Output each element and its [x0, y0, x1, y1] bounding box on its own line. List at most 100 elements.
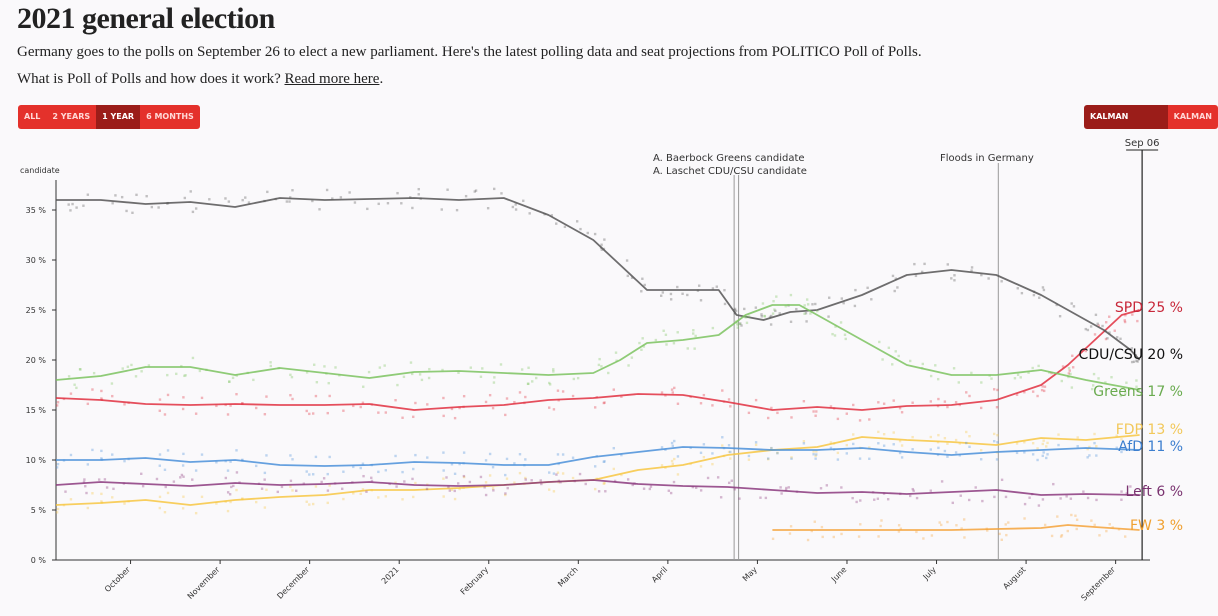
series-end-label: Left 6 % — [1126, 484, 1183, 500]
poll-point — [642, 487, 646, 490]
poll-point — [578, 472, 582, 476]
poll-point — [450, 407, 454, 411]
poll-point — [228, 380, 231, 383]
poll-point — [815, 410, 818, 413]
poll-point — [548, 406, 551, 409]
poll-point — [911, 401, 914, 404]
poll-point — [479, 375, 483, 378]
poll-point — [158, 495, 162, 499]
poll-point — [769, 323, 773, 326]
poll-point — [1061, 365, 1065, 368]
poll-point — [778, 312, 781, 315]
poll-point — [352, 492, 355, 495]
poll-point — [1045, 445, 1048, 448]
poll-point — [514, 208, 518, 211]
poll-point — [366, 207, 369, 211]
poll-point — [923, 262, 926, 266]
poll-point — [840, 486, 843, 489]
poll-point — [86, 402, 90, 406]
poll-point — [1041, 442, 1044, 446]
poll-point — [571, 456, 575, 459]
poll-point — [121, 367, 124, 370]
poll-point — [745, 316, 748, 319]
kalman-smooth-button[interactable]: KALMAN SMOOTH — [1084, 105, 1168, 129]
poll-point — [1036, 458, 1039, 462]
poll-point — [597, 363, 601, 367]
poll-point — [323, 365, 326, 368]
poll-point — [1086, 456, 1089, 459]
poll-point — [840, 532, 843, 536]
poll-point — [1060, 534, 1064, 537]
poll-point — [1082, 490, 1085, 493]
poll-point — [427, 376, 431, 380]
poll-point — [723, 302, 727, 306]
poll-point — [784, 305, 787, 308]
poll-point — [412, 415, 415, 419]
poll-point — [181, 464, 185, 467]
poll-point — [288, 196, 292, 199]
poll-point — [1027, 371, 1030, 374]
range-6-months-button[interactable]: 6 MONTHS — [140, 105, 200, 129]
poll-point — [291, 489, 294, 492]
poll-point — [308, 412, 311, 416]
poll-point — [111, 453, 114, 456]
poll-point — [513, 481, 516, 484]
read-more-link[interactable]: Read more here — [284, 71, 380, 87]
poll-point — [729, 405, 732, 408]
poll-point — [513, 462, 516, 465]
range-1-year-button[interactable]: 1 YEAR — [96, 105, 141, 129]
poll-point — [224, 197, 227, 200]
poll-point — [897, 354, 900, 358]
poll-point — [1023, 451, 1026, 454]
poll-point — [328, 484, 331, 487]
poll-point — [166, 393, 170, 397]
poll-point — [457, 371, 460, 374]
poll-point — [641, 277, 644, 280]
poll-point — [946, 520, 949, 524]
poll-point — [702, 443, 706, 446]
poll-point — [155, 477, 159, 481]
poll-point — [1071, 354, 1074, 357]
poll-point — [524, 458, 527, 461]
poll-point — [105, 486, 109, 489]
range-2-years-button[interactable]: 2 YEARS — [46, 105, 97, 129]
poll-point — [832, 535, 835, 539]
poll-point — [671, 444, 675, 448]
poll-point — [673, 439, 676, 443]
poll-point — [377, 496, 380, 499]
poll-point — [1013, 377, 1017, 380]
poll-point — [845, 412, 849, 415]
poll-point — [158, 398, 162, 401]
poll-point — [1070, 513, 1073, 517]
poll-point — [114, 194, 117, 197]
poll-point — [987, 277, 990, 280]
poll-point — [770, 447, 773, 450]
poll-point — [556, 389, 560, 392]
poll-point — [534, 376, 538, 380]
poll-point — [1015, 393, 1019, 397]
poll-point — [630, 356, 634, 359]
poll-point — [1115, 434, 1118, 437]
range-all-button[interactable]: ALL — [18, 105, 47, 129]
poll-point — [86, 193, 90, 196]
poll-point — [740, 324, 743, 327]
poll-point — [1023, 441, 1026, 444]
poll-point — [448, 489, 452, 492]
poll-point — [662, 329, 665, 332]
poll-point — [951, 501, 954, 505]
poll-point — [266, 190, 269, 194]
poll-point — [946, 405, 949, 409]
poll-point — [960, 527, 963, 530]
poll-point — [897, 530, 901, 533]
poll-point — [877, 430, 880, 434]
poll-point — [348, 191, 351, 194]
poll-point — [955, 524, 958, 527]
page-subtitle: Germany goes to the polls on September 2… — [17, 44, 922, 60]
poll-point — [446, 188, 449, 191]
poll-point — [844, 337, 847, 341]
kalman-button[interactable]: KALMAN — [1167, 105, 1218, 129]
poll-point — [620, 473, 623, 477]
poll-point — [813, 520, 816, 523]
poll-point — [855, 500, 858, 504]
